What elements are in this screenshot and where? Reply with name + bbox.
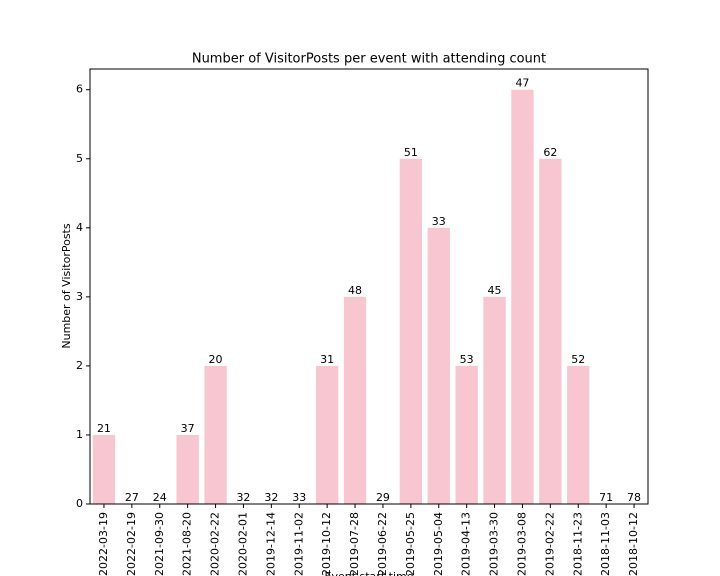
x-tick-label: 2022-03-19 — [97, 512, 110, 576]
x-tick-label: 2018-11-23 — [571, 512, 584, 576]
x-tick-label: 2020-02-22 — [209, 512, 222, 576]
plot-frame — [89, 68, 649, 505]
y-axis-label: Number of VisitorPosts — [60, 223, 73, 348]
attending-label: 53 — [460, 353, 474, 366]
attending-label: 51 — [404, 146, 418, 159]
x-tick-label: 2018-11-03 — [599, 512, 612, 576]
x-tick-label: 2019-10-12 — [320, 512, 333, 576]
attending-label: 52 — [571, 353, 585, 366]
y-tick-label: 5 — [76, 152, 83, 165]
attending-label: 20 — [209, 353, 223, 366]
attending-label: 33 — [432, 215, 446, 228]
bar — [343, 296, 367, 504]
x-tick-label: 2018-10-12 — [627, 512, 640, 576]
attending-label: 24 — [153, 491, 167, 504]
y-tick-label: 3 — [76, 290, 83, 303]
bar — [399, 158, 423, 504]
x-tick-label: 2020-02-01 — [236, 512, 249, 576]
x-axis-label: Event start time — [325, 570, 414, 576]
bar — [427, 227, 450, 505]
y-tick-label: 6 — [76, 83, 83, 96]
bar — [455, 365, 478, 504]
x-tick-label: 2019-05-04 — [432, 512, 445, 576]
bar — [539, 158, 562, 504]
y-tick-label: 2 — [76, 359, 83, 372]
attending-label: 21 — [97, 422, 111, 435]
bar — [176, 434, 199, 504]
attending-label: 37 — [181, 422, 195, 435]
y-tick-label: 4 — [76, 221, 83, 234]
x-tick-label: 2019-12-14 — [264, 512, 277, 576]
chart-title: Number of VisitorPosts per event with at… — [192, 52, 546, 67]
bar — [204, 365, 227, 504]
x-tick-label: 2021-09-30 — [153, 512, 166, 576]
x-tick-label: 2019-04-13 — [460, 512, 473, 576]
x-tick-label: 2021-08-20 — [181, 512, 194, 576]
bar — [92, 434, 116, 504]
attending-label: 71 — [599, 491, 613, 504]
attending-label: 48 — [348, 284, 362, 297]
attending-label: 32 — [264, 491, 278, 504]
y-tick-label: 0 — [76, 497, 83, 510]
attending-label: 29 — [376, 491, 390, 504]
attending-label: 62 — [543, 146, 557, 159]
bar — [567, 365, 590, 504]
x-tick-label: 2019-05-25 — [404, 512, 417, 576]
x-tick-label: 2019-06-22 — [376, 512, 389, 576]
x-tick-label: 2019-03-08 — [515, 512, 528, 576]
y-tick-label: 1 — [76, 428, 83, 441]
attending-label: 27 — [125, 491, 139, 504]
attending-label: 45 — [488, 284, 502, 297]
attending-label: 78 — [627, 491, 641, 504]
x-tick-label: 2022-02-19 — [125, 512, 138, 576]
attending-label: 31 — [320, 353, 334, 366]
attending-label: 33 — [292, 491, 306, 504]
x-tick-label: 2019-03-30 — [488, 512, 501, 576]
attending-label: 32 — [236, 491, 250, 504]
bar — [315, 365, 339, 504]
x-tick-label: 2019-07-28 — [348, 512, 361, 576]
bar — [483, 296, 506, 504]
attending-label: 47 — [515, 77, 529, 90]
bar — [511, 89, 534, 504]
x-tick-label: 2019-02-22 — [543, 512, 556, 576]
x-tick-label: 2019-11-02 — [292, 512, 305, 576]
